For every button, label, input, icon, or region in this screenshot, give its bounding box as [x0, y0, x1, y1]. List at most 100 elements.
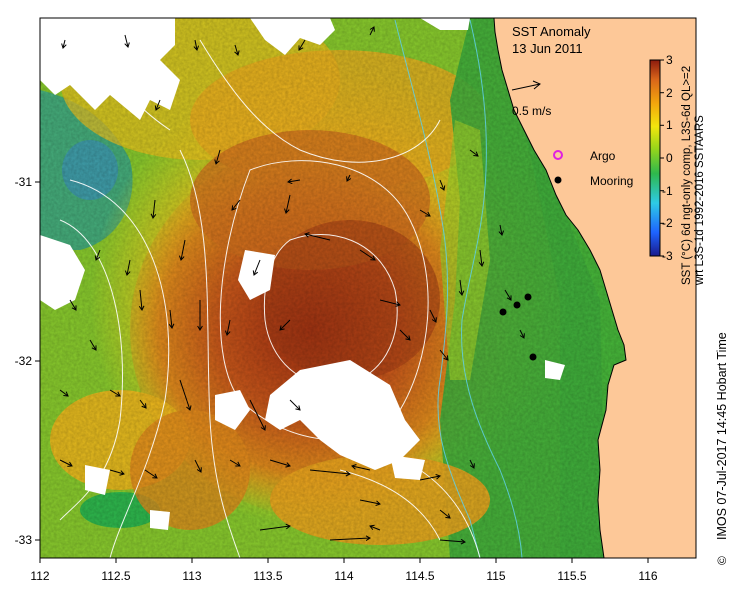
current-vector-head	[351, 464, 357, 470]
x-tick-label: 113.5	[253, 569, 282, 583]
current-vector-head	[193, 45, 200, 51]
current-vector	[69, 299, 77, 311]
current-vector-head	[279, 325, 285, 331]
colorbar-ticks	[660, 59, 664, 257]
current-vector-head	[370, 255, 376, 261]
current-vector	[469, 459, 475, 469]
current-vector-head	[478, 261, 485, 267]
current-vector-head	[506, 295, 512, 301]
current-vector-head	[369, 524, 375, 531]
current-vector-head	[345, 470, 351, 477]
credit-text: IMOS 07-Jul-2017 14:45 Hobart Time	[715, 332, 729, 540]
current-vector-head	[346, 176, 352, 182]
current-vector-head	[435, 473, 441, 480]
mooring-marker	[499, 308, 507, 316]
current-vector-head	[285, 523, 291, 530]
current-vector-head	[405, 335, 411, 341]
current-vector	[226, 319, 231, 336]
plot-frame	[39, 17, 697, 559]
current-vector	[234, 44, 239, 56]
current-vector	[329, 537, 371, 541]
current-vector	[298, 39, 306, 51]
current-vector	[231, 199, 241, 211]
colorbar-label: SST (°C) 6d ngt-only comp, L3S-6d QL>=2	[681, 66, 693, 285]
current-vector	[439, 539, 466, 543]
mooring-marker-icon	[554, 176, 562, 184]
current-vector-head	[231, 205, 237, 211]
x-tick-label: 114	[334, 569, 353, 583]
current-vector-head	[285, 462, 291, 468]
current-vector	[194, 39, 198, 51]
current-vector	[152, 199, 156, 219]
current-vector-head	[141, 403, 147, 409]
mooring-markers	[499, 293, 537, 361]
current-vector	[139, 289, 143, 311]
current-vector	[419, 209, 431, 217]
current-vector-head	[287, 178, 293, 185]
current-vector	[469, 149, 479, 157]
mooring-marker	[529, 353, 537, 361]
ssh-contours	[59, 39, 481, 558]
current-vector	[285, 194, 291, 214]
scale-arrow-icon	[511, 80, 541, 91]
current-vector-head	[252, 270, 259, 276]
x-tick-label: 115	[486, 569, 505, 583]
copyright-icon: ©	[715, 556, 729, 565]
current-vector	[180, 239, 186, 261]
current-vector	[289, 399, 301, 411]
current-vector-head	[369, 26, 375, 32]
current-vector	[379, 299, 401, 306]
scale-label: 0.5 m/s	[512, 104, 551, 118]
current-vector-head	[235, 461, 241, 467]
current-vector	[59, 459, 73, 467]
current-vector-head	[168, 323, 175, 329]
current-vector-head	[431, 317, 437, 323]
legend-argo-label: Argo	[590, 149, 616, 163]
current-vector-head	[196, 467, 202, 473]
current-vector	[95, 249, 101, 261]
current-vector	[169, 309, 173, 329]
current-vector	[89, 339, 97, 351]
current-vector	[229, 459, 241, 467]
current-vector	[499, 224, 503, 236]
current-vector-head	[473, 151, 479, 157]
current-vector	[62, 39, 66, 49]
current-vector-head	[214, 159, 220, 165]
current-vector-head	[197, 325, 203, 331]
current-vector	[479, 249, 483, 267]
colorbar-tick-label: -2	[662, 216, 673, 230]
current-vector-head	[152, 473, 158, 479]
current-vector	[194, 459, 202, 473]
current-vector	[429, 309, 437, 323]
current-vector	[439, 509, 451, 519]
current-vector	[253, 259, 261, 276]
current-vector-head	[67, 461, 73, 467]
colorbar-tick-label: -1	[662, 184, 673, 198]
current-vector	[179, 379, 191, 411]
land-western-australia	[493, 18, 696, 558]
argo-marker-icon	[553, 150, 563, 160]
current-vector-head	[71, 305, 77, 311]
colorbar-tick-label: 3	[666, 53, 673, 67]
current-vector-head	[154, 105, 161, 111]
current-vector	[459, 279, 463, 296]
current-vectors	[59, 26, 525, 545]
current-vector-head	[234, 50, 240, 56]
map-date: 13 Jun 2011	[512, 41, 583, 56]
current-vector-head	[186, 405, 192, 411]
current-vector-head	[124, 42, 130, 48]
legend-mooring-label: Mooring	[590, 174, 633, 188]
current-vector	[399, 329, 411, 341]
current-vector	[359, 249, 376, 261]
bathymetry-contours	[394, 19, 523, 558]
current-vector-head	[295, 405, 301, 411]
current-vector-head	[498, 230, 505, 236]
current-vector	[144, 469, 158, 479]
current-vector-head	[469, 463, 475, 469]
current-vector	[109, 389, 121, 397]
current-vector	[139, 399, 147, 409]
current-vector-head	[150, 213, 157, 219]
current-vector-head	[304, 232, 310, 238]
x-tick-label: 113	[182, 569, 201, 583]
